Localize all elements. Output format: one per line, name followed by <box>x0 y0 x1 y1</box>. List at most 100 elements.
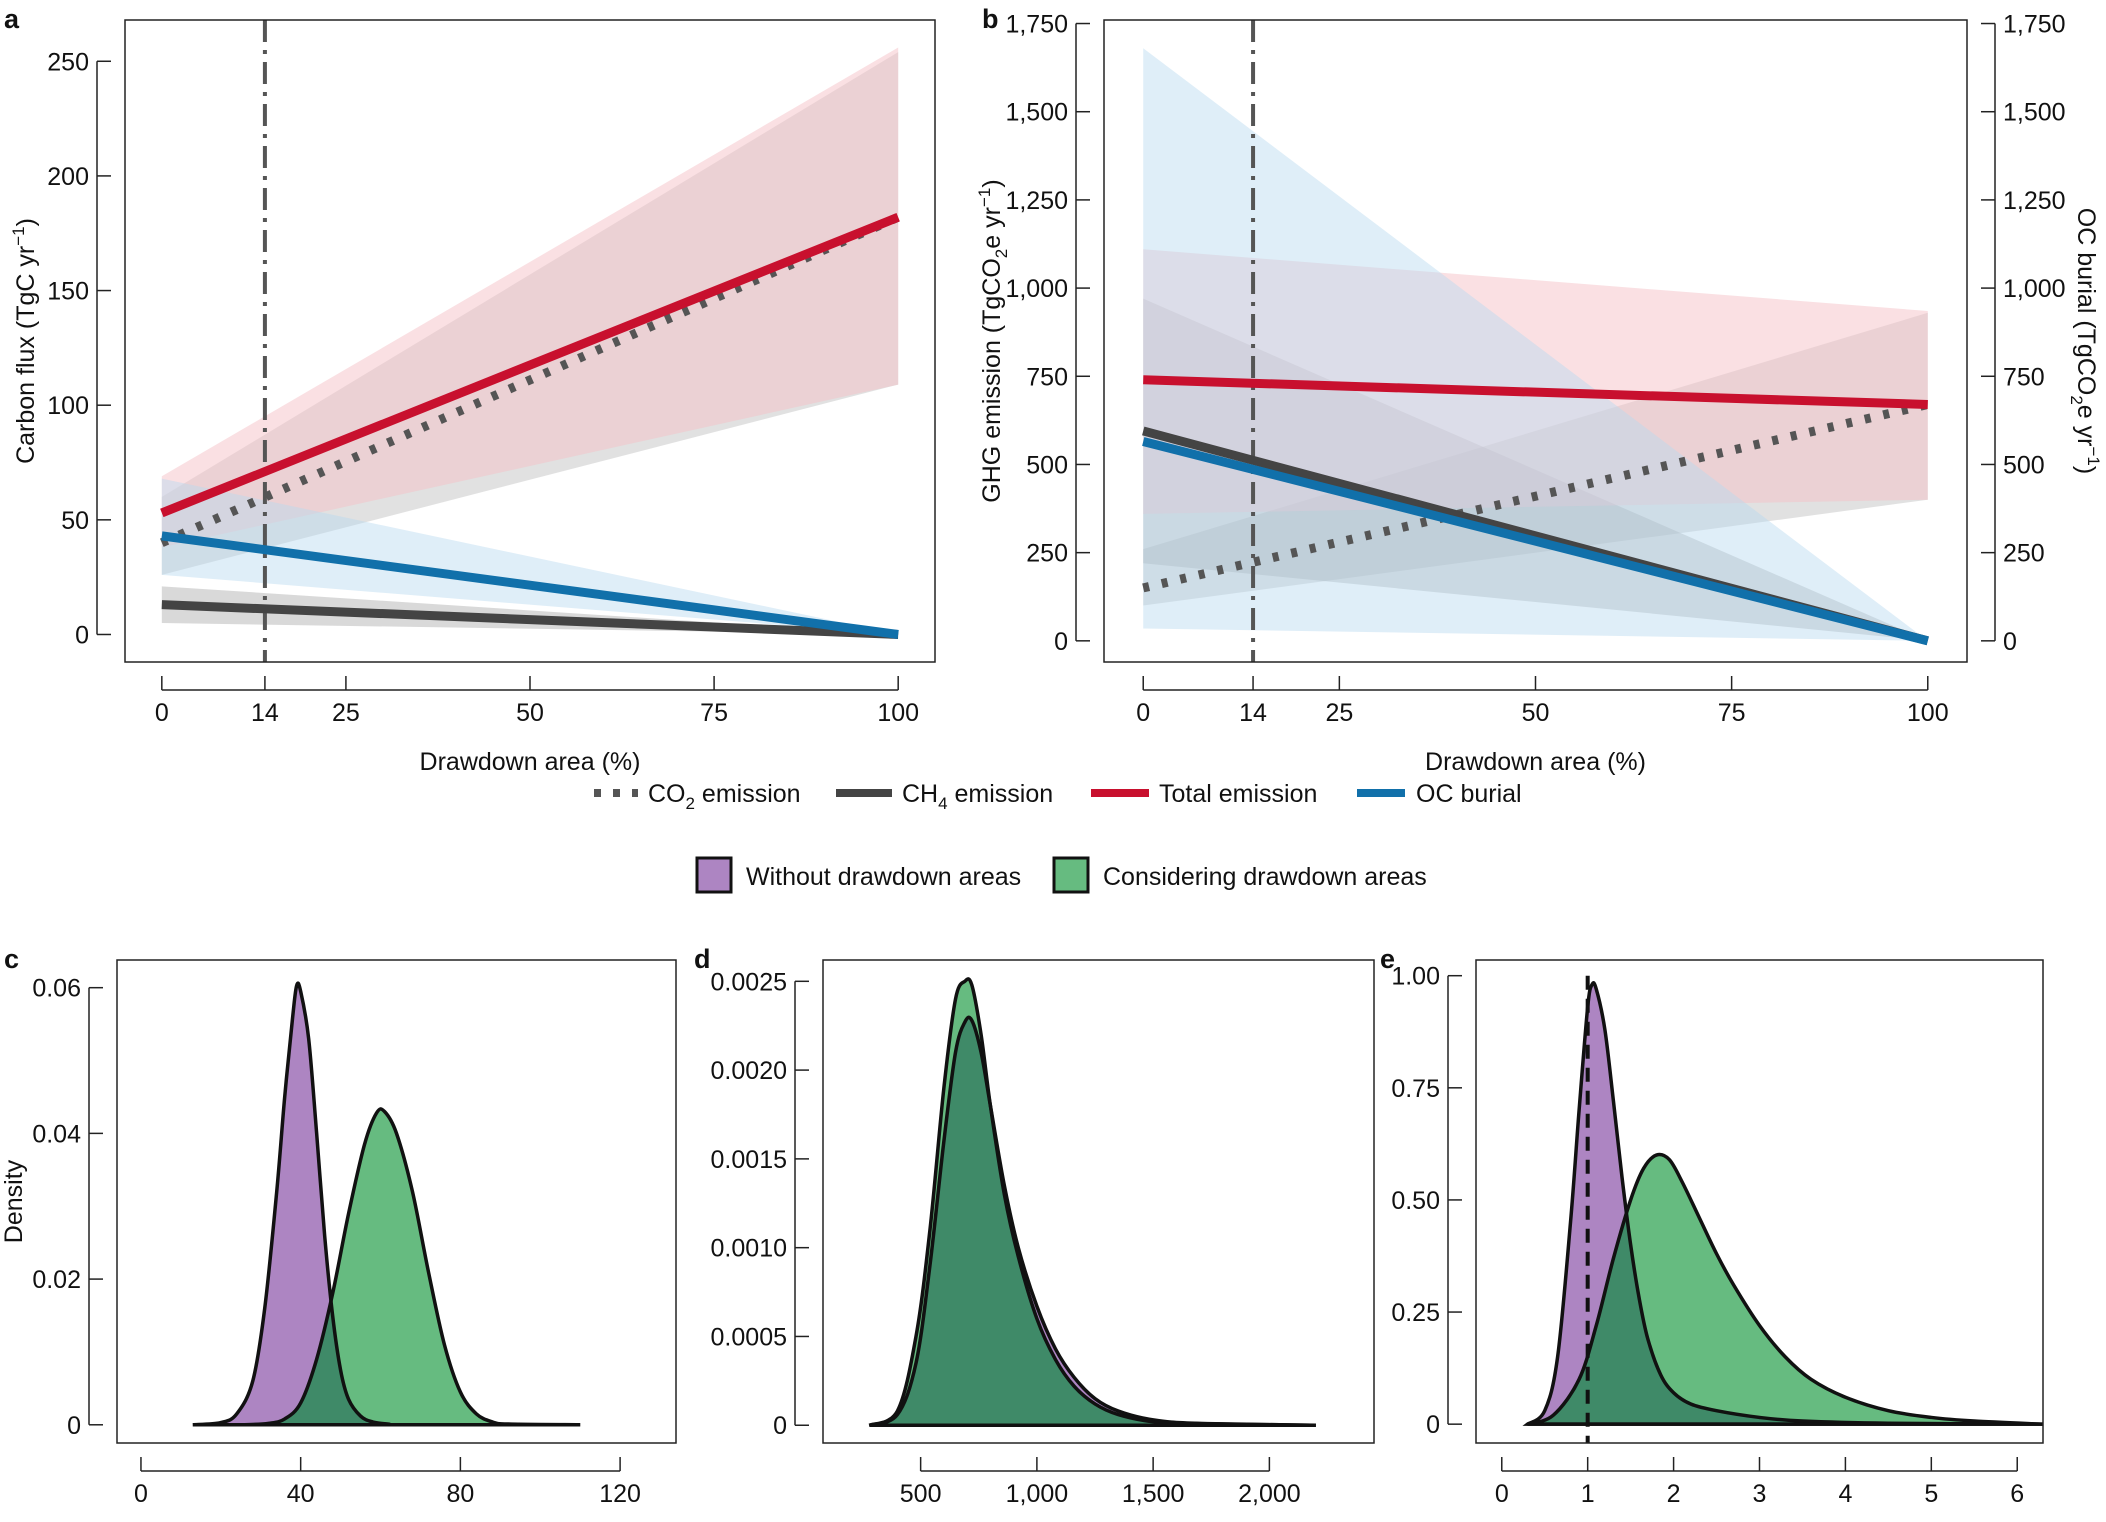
y-tick-label: 0 <box>1054 628 1068 656</box>
y-tick-label: 500 <box>1026 451 1068 479</box>
label-part: emission <box>695 780 801 808</box>
ch-emission-legend-label: CH4 emission <box>902 780 1053 813</box>
x-tick-label: 1,500 <box>1122 1480 1185 1508</box>
considering-drawdown-areas-legend-label: Considering drawdown areas <box>1103 863 1427 891</box>
y-tick-label: 250 <box>1026 540 1068 568</box>
y2-tick-label: 1,250 <box>2003 187 2066 215</box>
y-tick-label: 0.50 <box>1391 1187 1440 1215</box>
total-emission-line <box>1143 375 1928 409</box>
x-tick-label: 100 <box>877 699 919 727</box>
plot-frame <box>1475 959 2044 1444</box>
x-axis-title: Drawdown area (%) <box>1425 748 1646 776</box>
y-tick-label: 50 <box>61 507 89 535</box>
x-tick-label: 25 <box>1325 699 1353 727</box>
considering-drawdown-outline <box>192 1107 581 1427</box>
y-tick-label: 1,500 <box>1005 99 1068 127</box>
label-part: Carbon flux (TgC yr <box>12 246 40 464</box>
x-tick-label: 80 <box>446 1480 474 1508</box>
label-part: CO <box>648 780 686 808</box>
y2-tick-label: 1,500 <box>2003 99 2066 127</box>
label-part: e yr <box>2072 405 2100 447</box>
panel-d: d 500 1,000 1,500 2,000 0 0.0005 0.0010 0.0015 0.… <box>694 944 1375 1508</box>
label-part: −1 <box>2084 446 2103 465</box>
without-drawdown-areas-legend-label: Without drawdown areas <box>746 863 1021 891</box>
x-tick-label: 0 <box>134 1480 148 1508</box>
label-part: 2 <box>2067 395 2086 404</box>
without-drawdown-density <box>192 983 581 1425</box>
x-tick-label: 4 <box>1838 1480 1852 1508</box>
x-tick-label: 14 <box>1239 699 1267 727</box>
label-part: Total emission <box>1159 780 1317 808</box>
label-part: OC burial <box>1416 780 1522 808</box>
x-tick-label: 1,000 <box>1006 1480 1069 1508</box>
legend-line-types: CO2 emission CH4 emission Total emission OC… <box>594 780 1522 813</box>
x-tick-label: 1 <box>1581 1480 1595 1508</box>
co-emission-legend-label: CO2 emission <box>648 780 801 813</box>
x-tick-label: 0 <box>1136 699 1150 727</box>
x-tick-label: 25 <box>332 699 360 727</box>
label-part: e yr <box>978 207 1006 249</box>
legend-distributions: Without drawdown areas Considering drawdo… <box>695 856 1427 894</box>
x-tick-label: 5 <box>1924 1480 1938 1508</box>
y-tick-label: 1.00 <box>1391 963 1440 991</box>
y-tick-label: 150 <box>47 278 89 306</box>
plot-frame <box>124 19 936 663</box>
x-tick-label: 6 <box>2010 1480 2024 1508</box>
x-tick-label: 75 <box>700 699 728 727</box>
considering-drawdown-outline <box>1526 1152 2043 1426</box>
y-tick-label: 1,750 <box>1005 11 1068 39</box>
y-tick-label: 750 <box>1026 363 1068 391</box>
y-axis-title: Density <box>0 1159 28 1243</box>
density-layer <box>1522 975 2043 1443</box>
total-emission-legend-label: Total emission <box>1159 780 1317 808</box>
ch-emission-line <box>161 600 899 639</box>
without-drawdown-outline <box>1522 981 2043 1426</box>
panel-a: a 0 14 25 50 75 100 0 50 100 150 200 250 Drawdown are… <box>4 4 936 776</box>
oc-burial-line <box>161 531 899 639</box>
y-tick-label: 0.06 <box>32 975 81 1003</box>
y-tick-label: 0.0025 <box>711 968 787 996</box>
y-tick-label: 0.04 <box>32 1120 81 1148</box>
co-emission-line <box>159 213 901 547</box>
label-part: −1 <box>975 188 994 207</box>
without-drawdown-outline <box>192 981 581 1427</box>
panel-b: b 0 14 25 50 75 100 0 250 500 750 1,000 1,250 1,500 1,… <box>975 4 2103 776</box>
y-tick-label: 0.0005 <box>711 1323 787 1351</box>
y-tick-label: 0 <box>1426 1411 1440 1439</box>
label-part: ) <box>978 179 1006 187</box>
label-part: CH <box>902 780 938 808</box>
x-tick-label: 14 <box>251 699 279 727</box>
y-tick-label: 0.0020 <box>711 1057 787 1085</box>
x-tick-label: 500 <box>900 1480 942 1508</box>
panel-letter: e <box>1380 944 1395 974</box>
y-axis-title: Carbon flux (TgC yr−1) <box>9 218 40 464</box>
total-emission-line <box>160 213 900 518</box>
considering-drawdown-density <box>192 1108 581 1425</box>
without-drawdown-areas-legend-swatch <box>695 856 733 894</box>
x-tick-label: 50 <box>516 699 544 727</box>
y-tick-label: 1,250 <box>1005 187 1068 215</box>
considering-drawdown-areas-legend-swatch <box>1052 856 1090 894</box>
plot-frame <box>822 959 1375 1444</box>
x-tick-label: 0 <box>1495 1480 1509 1508</box>
label-part: OC burial (TgCO <box>2072 208 2100 396</box>
panel-letter: a <box>4 4 20 34</box>
considering-drawdown-density <box>1527 1154 2043 1425</box>
label-part: 4 <box>938 794 947 813</box>
label-part: ) <box>12 218 40 226</box>
y2-tick-label: 1,000 <box>2003 275 2066 303</box>
considering-drawdown-outline <box>868 977 1316 1427</box>
y-tick-label: 0.25 <box>1391 1299 1440 1327</box>
oc-burial-line <box>1142 437 1929 646</box>
x-axis-title: Drawdown area (%) <box>420 748 641 776</box>
label-part: Drawdown area (%) <box>1425 748 1646 776</box>
x-tick-label: 100 <box>1907 699 1949 727</box>
y-tick-label: 0 <box>67 1412 81 1440</box>
label-part: ) <box>2072 466 2100 474</box>
y-tick-label: 100 <box>47 392 89 420</box>
y-tick-label: 0 <box>75 621 89 649</box>
oc-burial-legend-label: OC burial <box>1416 780 1522 808</box>
x-tick-label: 2 <box>1667 1480 1681 1508</box>
